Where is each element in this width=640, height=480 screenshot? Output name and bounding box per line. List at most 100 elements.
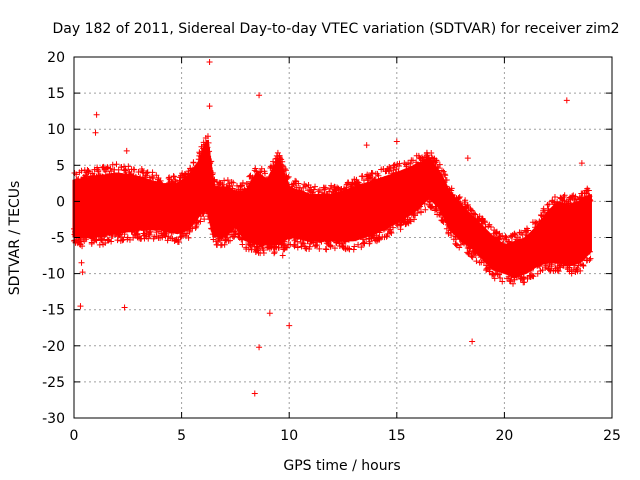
data-point — [390, 224, 397, 231]
data-point — [491, 275, 498, 282]
data-point — [95, 167, 102, 174]
data-point — [306, 243, 313, 250]
data-point — [585, 187, 592, 194]
data-point — [464, 201, 471, 208]
data-point — [93, 236, 100, 243]
data-point — [577, 267, 584, 274]
data-point — [94, 164, 101, 171]
data-point — [355, 241, 362, 248]
data-point — [448, 232, 455, 239]
data-point — [295, 180, 302, 187]
data-point — [561, 192, 568, 199]
data-point — [482, 223, 489, 230]
data-point — [171, 173, 178, 180]
data-point — [351, 243, 358, 250]
y-tick-label: -15 — [42, 303, 65, 319]
data-point — [149, 169, 156, 176]
data-point-outlier — [251, 390, 258, 397]
data-point — [252, 165, 259, 172]
data-point — [554, 267, 561, 274]
data-point — [119, 237, 126, 244]
data-point — [530, 273, 537, 280]
data-point — [279, 158, 286, 165]
data-point — [261, 170, 268, 177]
data-point — [193, 221, 200, 228]
data-point — [190, 159, 197, 166]
y-tick-label: -10 — [42, 267, 65, 283]
data-point — [85, 169, 92, 176]
data-point — [587, 198, 594, 205]
data-point — [312, 183, 319, 190]
data-point — [468, 207, 475, 214]
data-point-outlier — [79, 269, 86, 276]
data-point — [407, 216, 414, 223]
data-point — [323, 246, 330, 253]
data-point — [456, 194, 463, 201]
data-point — [271, 249, 278, 256]
data-point — [473, 258, 480, 265]
data-point — [230, 179, 237, 186]
chart-title: Day 182 of 2011, Sidereal Day-to-day VTE… — [53, 21, 620, 37]
data-point — [143, 172, 150, 179]
data-point — [219, 181, 226, 188]
data-point — [455, 195, 462, 202]
data-point — [525, 227, 532, 234]
data-point — [104, 164, 111, 171]
data-point — [302, 183, 309, 190]
data-point — [383, 233, 390, 240]
data-point — [284, 244, 291, 251]
data-point — [292, 241, 299, 248]
data-point — [443, 177, 450, 184]
data-point — [411, 216, 418, 223]
data-point — [254, 246, 261, 253]
data-point — [104, 164, 111, 171]
data-point-outlier — [256, 92, 263, 99]
axis-ticks: 0 5 10 15 20 25 20 15 10 5 0 -5 -10 -15 -20 -25 -30 — [42, 50, 621, 444]
data-point — [98, 237, 105, 244]
data-point — [421, 200, 428, 207]
data-point-outlier — [279, 252, 286, 259]
data-point — [227, 237, 234, 244]
data-point — [224, 234, 231, 241]
data-point-outlier — [206, 59, 213, 66]
data-point — [439, 217, 446, 224]
y-tick-label: 5 — [56, 158, 65, 174]
data-band — [71, 133, 594, 287]
data-point — [428, 204, 435, 211]
data-point-outlier — [469, 338, 476, 345]
data-point — [145, 235, 152, 242]
data-point — [440, 168, 447, 175]
data-point — [428, 150, 435, 157]
data-point — [534, 270, 541, 277]
data-point — [328, 182, 335, 189]
y-tick-label: 10 — [47, 122, 65, 138]
data-point — [322, 184, 329, 191]
data-point — [294, 244, 301, 251]
data-point-outlier — [286, 322, 293, 329]
data-point — [125, 163, 132, 170]
data-point — [122, 166, 129, 173]
data-point — [79, 243, 86, 250]
data-point — [503, 234, 510, 241]
data-point-outlier — [121, 304, 128, 311]
data-point — [548, 263, 555, 270]
y-tick-label: 0 — [56, 194, 65, 210]
data-point — [586, 256, 593, 263]
data-point — [122, 167, 129, 174]
outliers — [77, 59, 585, 397]
data-point — [521, 279, 528, 286]
data-point — [197, 213, 204, 220]
data-point — [511, 231, 518, 238]
data-point — [194, 217, 201, 224]
data-point — [246, 173, 253, 180]
data-point — [157, 177, 164, 184]
data-point — [201, 216, 208, 223]
data-point — [77, 238, 84, 245]
data-point — [260, 246, 267, 253]
data-point — [387, 228, 394, 235]
data-point — [555, 268, 562, 275]
data-point — [373, 232, 380, 239]
data-point — [583, 190, 590, 197]
data-point — [532, 220, 539, 227]
data-point — [179, 170, 186, 177]
